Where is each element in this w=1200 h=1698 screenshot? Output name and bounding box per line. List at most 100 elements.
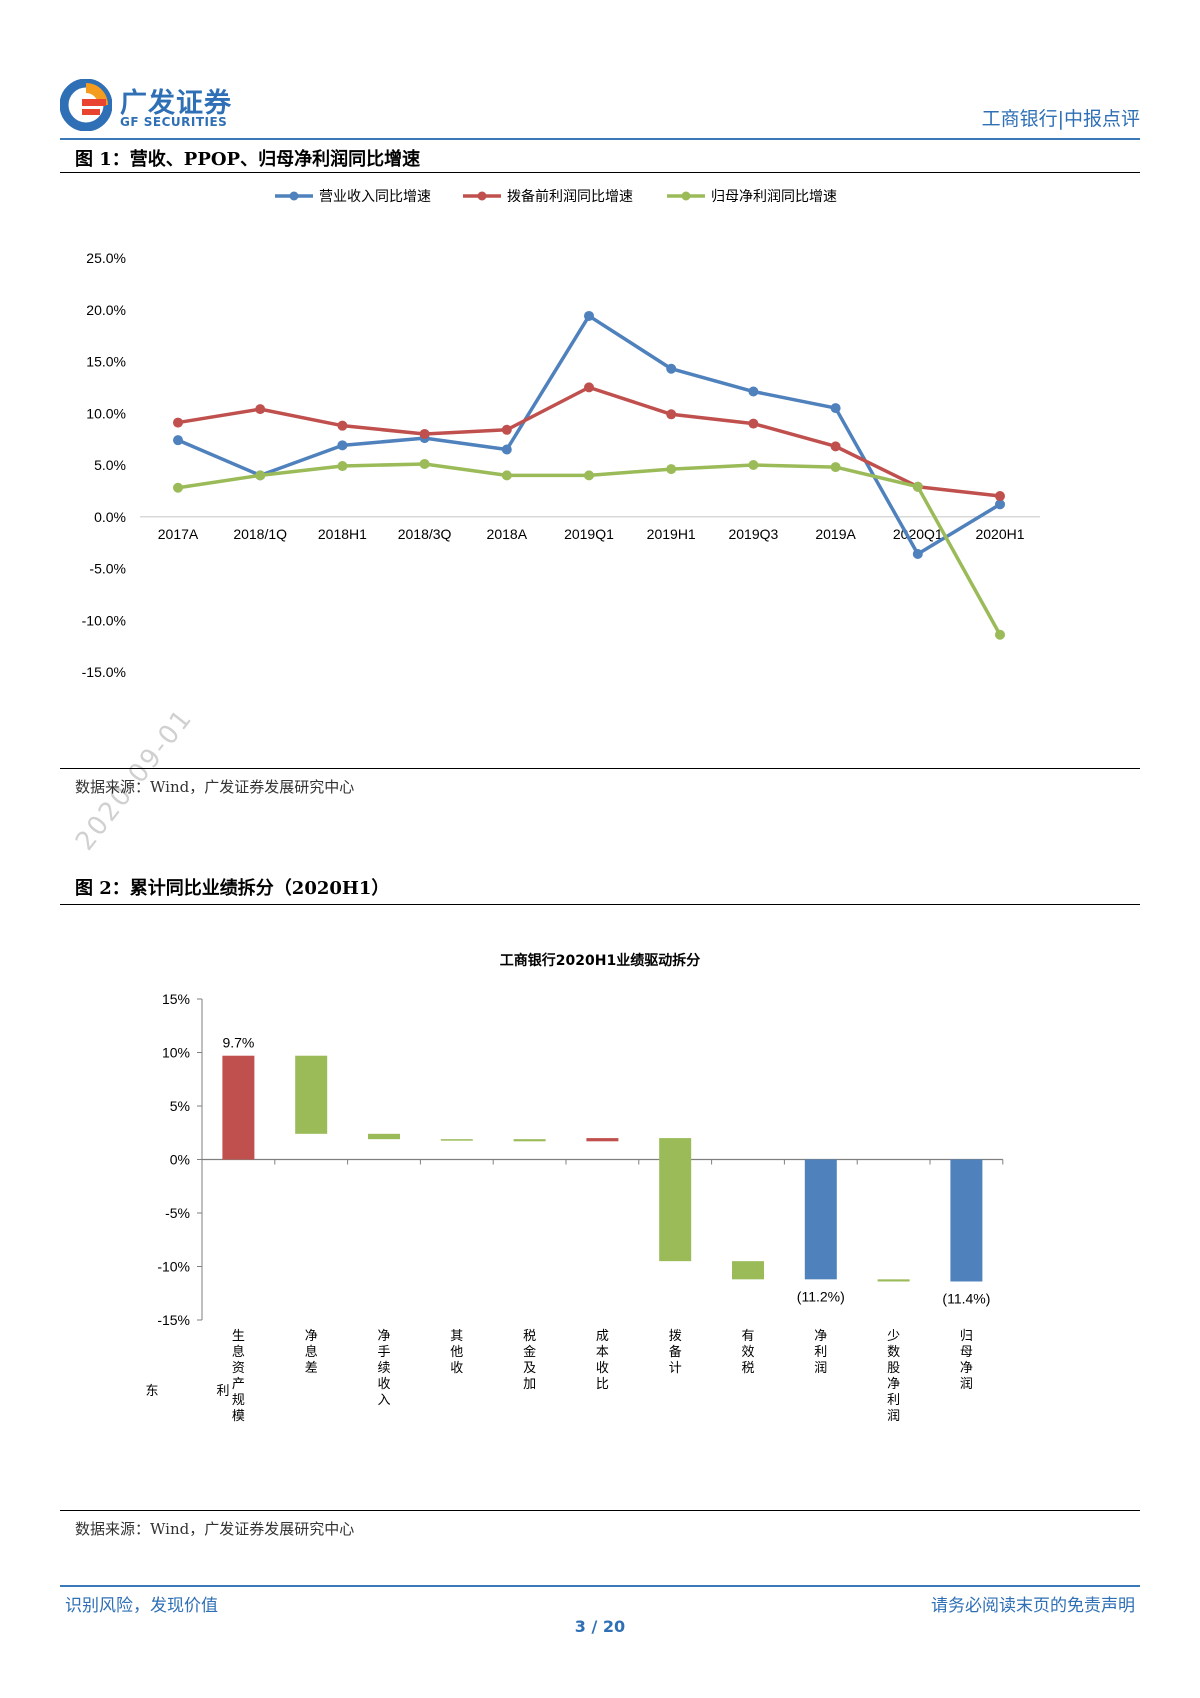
category-label-char: 利 bbox=[814, 1345, 827, 1360]
data-point bbox=[501, 444, 512, 455]
report-tag: 工商银行|中报点评 bbox=[981, 108, 1140, 130]
data-point bbox=[912, 481, 923, 492]
category-label-char: 比 bbox=[596, 1377, 609, 1392]
waterfall-chart: 工商银行2020H1业绩驱动拆分 15% 10% 5% 0% -5% -10% -15% 9.7… bbox=[145, 952, 1004, 1424]
category-label-char: 归 bbox=[960, 1329, 973, 1344]
category-label-char: 净 bbox=[377, 1329, 390, 1344]
category-label-char: 税 bbox=[523, 1329, 536, 1344]
y-tick-label: -15% bbox=[157, 1312, 190, 1328]
category-label-char: 规 bbox=[232, 1393, 245, 1408]
category-label-char: 及 bbox=[523, 1361, 536, 1376]
y-tick-label: 15.0% bbox=[86, 354, 126, 370]
x-tick-label: 2018H1 bbox=[318, 526, 367, 542]
data-point bbox=[337, 420, 348, 431]
x-tick-label: 2018A bbox=[487, 526, 528, 542]
data-point bbox=[748, 460, 759, 470]
category-label-char: 拨 bbox=[669, 1329, 682, 1344]
category-label-char: 税 bbox=[741, 1361, 754, 1376]
category-label-char: 续 bbox=[377, 1361, 390, 1376]
data-point bbox=[255, 470, 266, 481]
x-tick-label: 2019Q1 bbox=[564, 526, 614, 542]
data-point bbox=[584, 382, 594, 393]
category-label-char: 其 bbox=[450, 1329, 463, 1344]
category-label-char: 差 bbox=[305, 1361, 318, 1376]
data-point bbox=[173, 417, 183, 428]
y-tick-label: 0% bbox=[170, 1152, 190, 1168]
data-point bbox=[255, 404, 266, 415]
data-point bbox=[584, 310, 594, 321]
x-tick-label: 2020Q1 bbox=[893, 526, 943, 542]
legend-marker bbox=[289, 191, 299, 201]
fig2-source: 数据来源：Wind，广发证券发展研究中心 bbox=[75, 1520, 355, 1538]
fig2-bottom-rule bbox=[60, 1510, 1140, 1511]
y-tick-label: 10.0% bbox=[86, 405, 126, 421]
category-label-char: 生 bbox=[232, 1329, 245, 1344]
y-tick-label: -15.0% bbox=[82, 664, 126, 680]
data-point bbox=[995, 491, 1005, 502]
side-char: 利 bbox=[216, 1384, 229, 1399]
x-tick-label: 2020H1 bbox=[975, 526, 1024, 542]
data-point bbox=[666, 464, 677, 475]
legend-label: 拨备前利润同比增速 bbox=[507, 188, 633, 205]
logo: 广发证券 GF SECURITIES bbox=[60, 75, 300, 135]
category-label-char: 有 bbox=[741, 1329, 754, 1344]
x-tick-label: 2017A bbox=[158, 526, 199, 542]
y-tick-label: 5.0% bbox=[94, 457, 126, 473]
bar bbox=[513, 1139, 546, 1142]
y-tick-label: -10.0% bbox=[82, 612, 126, 628]
legend-marker bbox=[477, 191, 487, 201]
y-tick-label: 15% bbox=[162, 991, 190, 1007]
logo-cn: 广发证券 bbox=[120, 88, 232, 119]
data-label: (11.4%) bbox=[942, 1290, 990, 1306]
category-label-char: 数 bbox=[887, 1345, 900, 1360]
category-label-char: 净 bbox=[305, 1329, 318, 1344]
category-label-char: 润 bbox=[887, 1409, 900, 1424]
category-label-char: 净 bbox=[960, 1361, 973, 1376]
category-label-char: 润 bbox=[960, 1377, 973, 1392]
data-point bbox=[173, 435, 183, 446]
category-label-char: 润 bbox=[814, 1361, 827, 1376]
chart-title: 工商银行2020H1业绩驱动拆分 bbox=[500, 952, 700, 969]
data-point bbox=[995, 629, 1005, 640]
data-label: 9.7% bbox=[222, 1035, 254, 1051]
data-point bbox=[830, 403, 841, 414]
x-tick-label: 2019A bbox=[815, 526, 856, 542]
bar bbox=[804, 1159, 837, 1280]
x-tick-label: 2018/1Q bbox=[233, 526, 287, 542]
category-label-char: 产 bbox=[232, 1377, 245, 1392]
category-label-char: 备 bbox=[669, 1344, 682, 1360]
legend-label: 归母净利润同比增速 bbox=[711, 188, 837, 205]
bar bbox=[295, 1055, 328, 1134]
series-line bbox=[177, 462, 1002, 636]
side-char: 东 bbox=[145, 1384, 158, 1399]
fig2-top-rule bbox=[60, 904, 1140, 905]
data-point bbox=[748, 386, 759, 397]
bar bbox=[950, 1159, 983, 1282]
y-tick-label: 25.0% bbox=[86, 250, 126, 266]
fig1-title: 图 1：营收、PPOP、归母净利润同比增速 bbox=[75, 149, 421, 170]
category-label-char: 模 bbox=[232, 1409, 245, 1424]
category-label-char: 母 bbox=[960, 1345, 973, 1360]
category-label-char: 金 bbox=[523, 1344, 536, 1360]
bar bbox=[440, 1139, 473, 1141]
data-point bbox=[501, 424, 512, 435]
y-tick-label: 5% bbox=[170, 1098, 190, 1114]
category-label-char: 收 bbox=[596, 1361, 609, 1376]
data-point bbox=[830, 441, 841, 452]
category-label-char: 加 bbox=[523, 1377, 536, 1392]
footer-disclaimer: 请务必阅读末页的免责声明 bbox=[931, 1596, 1135, 1616]
y-tick-label: 20.0% bbox=[86, 302, 126, 318]
data-point bbox=[912, 549, 923, 560]
x-tick-label: 2019H1 bbox=[647, 526, 696, 542]
data-point bbox=[173, 482, 183, 493]
category-label-char: 手 bbox=[377, 1345, 390, 1360]
category-label-char: 计 bbox=[669, 1361, 682, 1376]
category-label-char: 息 bbox=[305, 1344, 318, 1360]
legend-label: 营业收入同比增速 bbox=[319, 189, 431, 205]
fig1-source: 数据来源：Wind，广发证券发展研究中心 bbox=[75, 778, 355, 796]
data-point bbox=[666, 409, 677, 420]
category-label-char: 收 bbox=[377, 1377, 390, 1392]
data-point bbox=[419, 458, 430, 469]
footer-rule bbox=[60, 1585, 1140, 1587]
category-label-char: 收 bbox=[450, 1361, 463, 1376]
